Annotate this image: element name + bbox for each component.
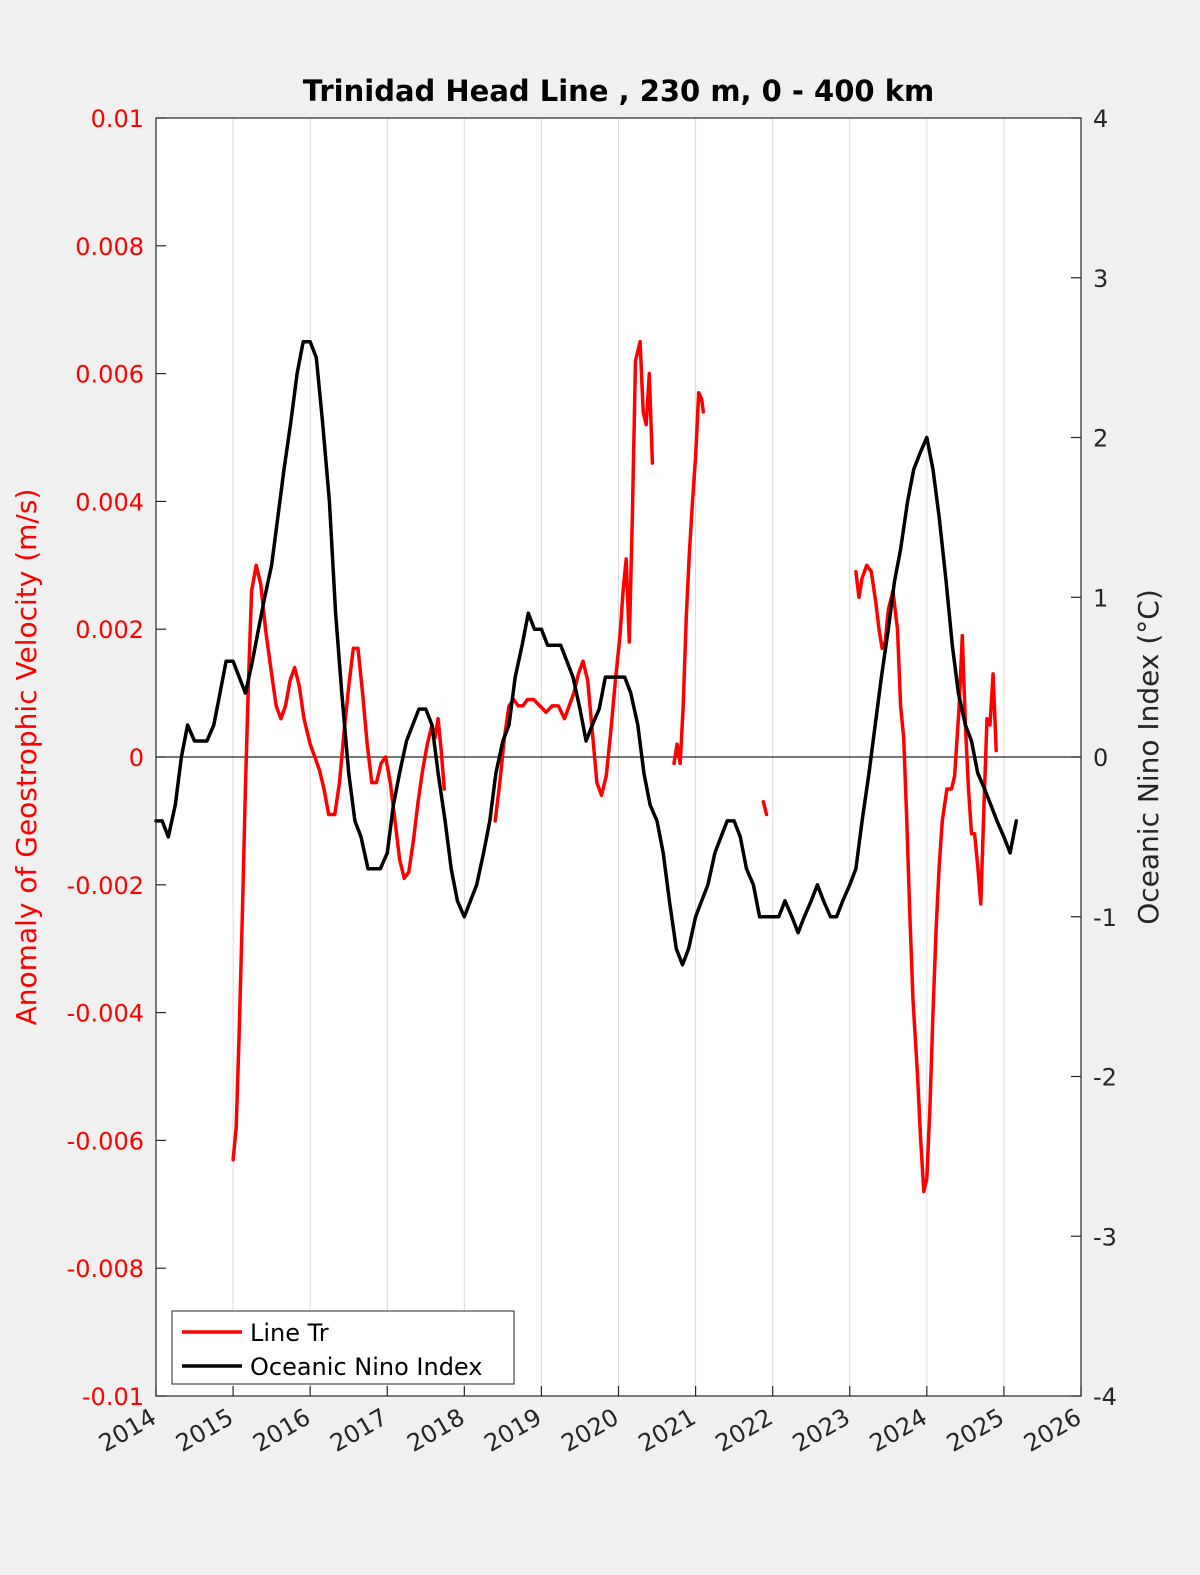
right-y-tick-label: -2 [1093,1064,1117,1092]
left-axis-title: Anomaly of Geostrophic Velocity (m/s) [10,489,43,1026]
x-axis: 2014 2015 2016 2017 2018 2019 2020 2021 2022 2023… [94,1386,1086,1458]
series-line-tr [672,391,706,766]
x-tick-label: 2025 [942,1403,1009,1458]
right-y-tick-label: 4 [1093,105,1108,133]
right-y-tick-label: 0 [1093,744,1108,772]
x-tick-label: 2018 [402,1403,469,1458]
left-y-tick-label: -0.006 [67,1127,144,1155]
left-y-tick-label: 0.002 [75,616,144,644]
x-tick-label: 2020 [557,1403,624,1458]
x-tick-label: 2024 [865,1403,932,1458]
legend-label-oni: Oceanic Nino Index [250,1353,482,1381]
x-tick-label: 2022 [711,1403,778,1458]
right-axis-title: Oceanic Nino Index (°C) [1132,589,1165,925]
right-y-tick-label: 2 [1093,425,1108,453]
right-y-axis: 4 3 2 1 0 -1 -2 -3 -4 [1071,105,1117,1411]
right-y-tick-label: -4 [1093,1383,1117,1411]
series-line-tr [231,563,447,1162]
x-tick-label: 2021 [634,1403,701,1458]
x-tick-label: 2023 [788,1403,855,1458]
legend-label-line-tr: Line Tr [250,1319,329,1347]
left-y-tick-label: 0.004 [75,488,144,516]
left-y-tick-label: -0.004 [67,1000,144,1028]
legend: Line Tr Oceanic Nino Index [171,1310,515,1385]
left-y-tick-label: -0.01 [82,1383,144,1411]
chart-title: Trinidad Head Line , 230 m, 0 - 400 km [303,74,934,108]
left-y-tick-label: 0.01 [91,105,144,133]
x-tick-label: 2019 [480,1403,547,1458]
left-y-axis: 0.01 0.008 0.006 0.004 0.002 0 -0.002 -0.004 -0.… [67,105,166,1411]
left-y-tick-label: 0.006 [75,361,144,389]
x-tick-label: 2017 [325,1403,392,1458]
left-y-tick-label: 0 [129,744,144,772]
x-tick-label: 2016 [248,1403,315,1458]
left-y-tick-label: -0.002 [67,872,144,900]
left-y-tick-label: 0.008 [75,233,144,261]
right-y-tick-label: -3 [1093,1223,1117,1251]
x-tick-label: 2015 [171,1403,238,1458]
series-oceanic-nino-index [154,339,1019,967]
series-line-tr [761,799,769,817]
x-tick-label: 2026 [1019,1403,1086,1458]
series-line-tr [493,339,655,823]
series-line-tr [854,563,998,1194]
right-y-tick-label: 3 [1093,265,1108,293]
right-y-tick-label: -1 [1093,904,1117,932]
x-tick-label: 2014 [94,1403,161,1458]
legend-box [171,1310,515,1385]
right-y-tick-label: 1 [1093,584,1108,612]
left-y-tick-label: -0.008 [67,1255,144,1283]
series-layer [154,339,1019,1194]
